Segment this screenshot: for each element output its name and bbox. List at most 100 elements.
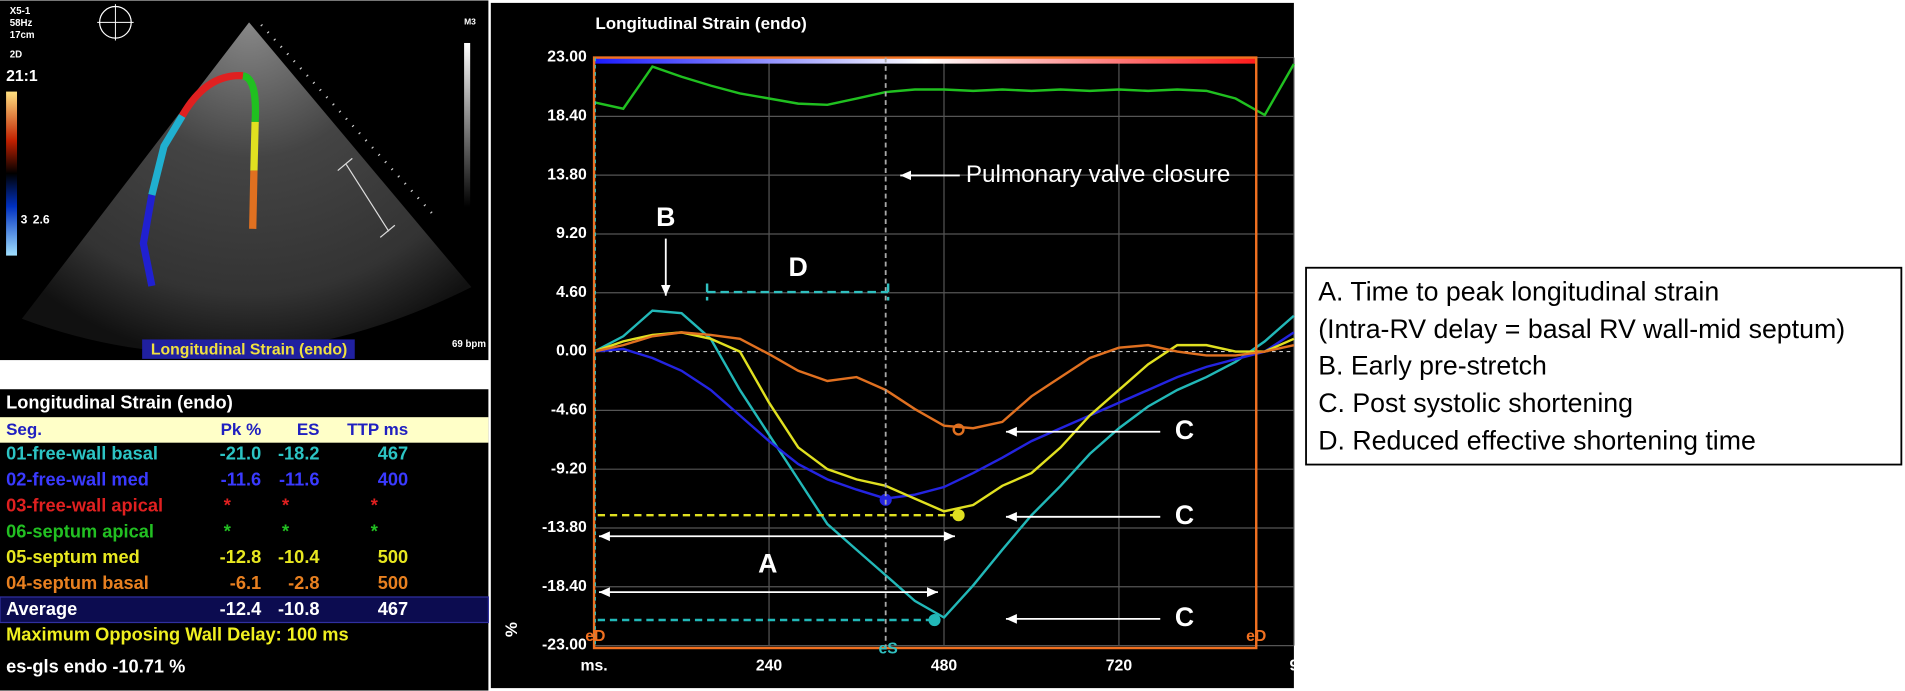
echo-label: Longitudinal Strain (endo) [151,342,347,359]
y-tick-label: 23.00 [547,49,587,66]
marker: M3 [464,17,476,27]
strain-trace [179,72,244,118]
peak-marker [928,613,941,627]
strain-curve [593,331,1295,500]
legend-line: D. Reduced effective shortening time [1318,426,1756,456]
annotation: eD [1246,628,1266,645]
table-cell: -11.6 [221,470,262,490]
orientation-icon [97,4,134,41]
frame-rate: 58Hz [10,18,33,29]
column-header: ES [297,420,320,439]
annotation: eS [878,640,897,657]
table-cell: 03-free-wall apical [6,495,163,515]
table-cell: 01-free-wall basal [6,444,158,464]
annotation: Pulmonary valve closure [966,161,1231,188]
x-tick-label: ms. [580,657,607,674]
x-tick-label: 9 [1290,657,1299,674]
annotation: eD [585,628,605,645]
table-cell: 05-septum med [6,547,140,567]
table-cell: Average [6,599,77,619]
heart-rate: 69 bpm [452,339,486,350]
color-scale [6,91,18,256]
probe: X5-1 [10,6,31,17]
table-cell: -10.8 [278,599,320,619]
table-cell: -12.4 [220,599,262,619]
legend-frame [1305,266,1903,466]
strain-curve [593,331,1295,430]
table-cell: * [282,521,290,541]
strain-trace [250,121,259,171]
legend-line: B. Early pre-stretch [1318,350,1547,380]
table-footer: es-gls endo -10.71 % [6,656,185,676]
label-background [142,339,355,359]
mode: 2D [10,50,22,61]
x-tick-label: 240 [756,657,783,674]
table-cell: -6.1 [230,573,261,593]
d-bracket [705,283,890,301]
table-cell: 400 [378,470,408,490]
peak-marker [952,509,965,522]
strain-trace [139,194,156,287]
column-header: TTP ms [347,420,408,439]
y-axis-label: % [502,622,521,637]
legend-box: A. Time to peak longitudinal strain (Int… [1305,266,1903,466]
x-tick-label: 480 [931,657,958,674]
table-cell: 467 [378,599,408,619]
annotations: Pulmonary valve closure B D A C C C eD e… [585,56,1266,657]
column-header: Seg. [6,420,42,439]
table-cell: * [371,521,379,541]
table-cell: * [282,495,290,515]
strain-trace [249,170,258,229]
table-cell: -12.8 [220,547,262,567]
annotation: B [656,202,675,232]
color-bar [594,57,1257,64]
table-cell: -21.0 [220,444,262,464]
table-title: Longitudinal Strain (endo) [6,393,233,413]
legend-line: C. Post systolic shortening [1318,388,1633,418]
legend-line: (Intra-RV delay = basal RV wall-mid sept… [1318,314,1845,344]
y-tick-label: 13.80 [547,166,587,183]
y-tick-label: -13.80 [542,519,587,536]
y-tick-label: 4.60 [556,284,587,301]
table-cell: -11.6 [279,470,320,490]
table-cell: * [224,521,232,541]
table-cell: 02-free-wall med [6,470,149,490]
annotation: C [1175,602,1194,632]
scale-right: 2.6 [33,213,50,227]
column-header: Pk % [221,420,262,439]
y-tick-label: 0.00 [556,343,587,360]
strain-trace [148,114,186,196]
y-tick-label: -23.00 [542,637,587,654]
annotation: C [1175,415,1194,445]
table-cell: 06-septum apical [6,521,154,541]
table-cell: 500 [378,547,408,567]
table-cell: -18.2 [278,444,320,464]
table-cell: 467 [378,444,408,464]
y-tick-label: -9.20 [551,460,587,477]
strain-curve [593,331,1295,513]
plot: 23.00 18.40 13.80 9.20 4.60 0.00 -4.60 -9.20 -13… [542,49,1298,675]
table-cell: -10.4 [278,547,320,567]
annotation: C [1175,500,1194,530]
y-tick-label: 18.40 [547,108,587,125]
table-cell: * [371,495,379,515]
table-cell: 04-septum basal [6,573,149,593]
strain-trace [241,72,260,123]
y-tick-label: -4.60 [551,402,587,419]
table-cell: -2.8 [288,573,319,593]
average-background [0,596,490,624]
chart-title: Longitudinal Strain (endo) [595,14,807,33]
gray-scale [464,42,471,207]
table-cell: 500 [378,573,408,593]
y-tick-label: -18.40 [542,578,587,595]
strain-curve [593,63,1295,117]
scale-left: 3 [21,213,28,227]
caliper [337,157,396,238]
table-footer: Maximum Opposing Wall Delay: 100 ms [6,625,349,645]
cycle-frame [592,56,1258,650]
table-cell: * [224,495,232,515]
x-tick-label: 720 [1106,657,1133,674]
legend-line: A. Time to peak longitudinal strain [1318,276,1719,306]
